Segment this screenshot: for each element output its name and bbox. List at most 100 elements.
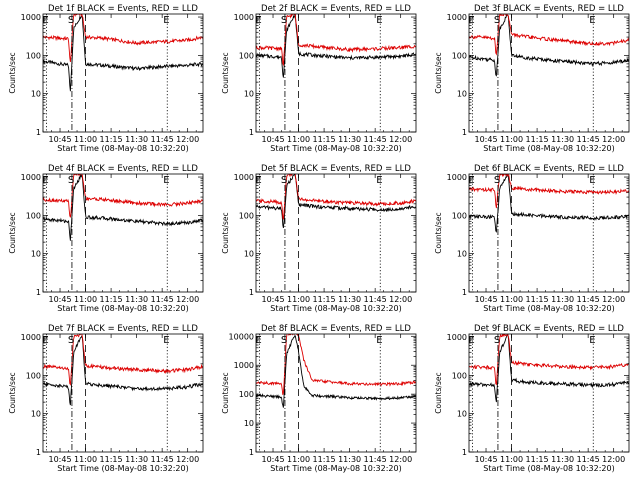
- x-axis-label: Start Time (08-May-08 10:32:20): [270, 144, 401, 153]
- marker-label-e: E: [468, 175, 474, 186]
- marker-label-e: E: [42, 335, 48, 346]
- series-line-lld: [43, 174, 203, 218]
- series-line-lld: [469, 174, 629, 209]
- x-axis-label: Start Time (08-May-08 10:32:20): [57, 144, 188, 153]
- x-tick-label: 11:30: [125, 455, 148, 464]
- marker-label-e: E: [376, 15, 382, 26]
- x-tick-label: 11:00: [500, 295, 523, 304]
- marker-label-e: E: [468, 335, 474, 346]
- x-tick-label: 11:15: [100, 135, 123, 144]
- y-axis-label: Counts/sec: [434, 52, 443, 93]
- y-tick-label: 1000: [21, 333, 41, 342]
- y-tick-label: 10: [31, 250, 41, 259]
- y-tick-label: 1: [249, 448, 254, 457]
- x-tick-label: 11:45: [151, 135, 174, 144]
- x-tick-label: 11:30: [338, 135, 361, 144]
- x-tick-label: 11:00: [74, 295, 97, 304]
- series-group: [256, 174, 416, 228]
- x-tick-label: 11:45: [364, 135, 387, 144]
- x-tick-label: 11:00: [74, 455, 97, 464]
- x-tick-label: 11:15: [526, 455, 549, 464]
- plot-frame: [255, 173, 417, 293]
- x-tick-label: 12:00: [389, 455, 412, 464]
- marker-label-s: S: [68, 335, 74, 346]
- x-tick-label: 11:15: [100, 295, 123, 304]
- series-line-lld: [469, 334, 629, 386]
- plot-frame: [42, 13, 204, 133]
- series-line-events: [43, 174, 203, 241]
- x-tick-label: 11:45: [577, 455, 600, 464]
- x-tick-label: 11:45: [364, 455, 387, 464]
- x-tick-label: 11:30: [338, 455, 361, 464]
- x-tick-label: 12:00: [176, 135, 199, 144]
- x-axis-label: Start Time (08-May-08 10:32:20): [270, 304, 401, 313]
- y-tick-label: 1000: [234, 173, 254, 182]
- y-tick-label: 1: [462, 448, 467, 457]
- y-tick-label: 1000: [447, 173, 467, 182]
- y-axis-label: Counts/sec: [221, 212, 230, 253]
- x-tick-label: 11:00: [287, 135, 310, 144]
- series-group: [256, 14, 416, 78]
- x-tick-label: 11:45: [577, 295, 600, 304]
- plot-frame: [468, 333, 630, 453]
- y-tick-label: 10: [244, 90, 254, 99]
- panel-title: Det 6f BLACK = Events, RED = LLD: [474, 164, 624, 174]
- y-tick-label: 1: [36, 288, 41, 297]
- y-tick-label: 1: [249, 288, 254, 297]
- y-tick-label: 1000: [447, 13, 467, 22]
- plot-frame: [42, 333, 204, 453]
- marker-label-s: S: [281, 335, 287, 346]
- marker-label-e: E: [589, 335, 595, 346]
- marker-label-e: E: [468, 15, 474, 26]
- x-tick-label: 10:45: [261, 295, 284, 304]
- y-tick-label: 100: [452, 211, 467, 220]
- series-group: [469, 14, 629, 77]
- x-tick-label: 11:00: [500, 135, 523, 144]
- marker-label-s: S: [68, 15, 74, 26]
- marker-label-s: S: [494, 15, 500, 26]
- y-tick-label: 10: [244, 419, 254, 428]
- y-tick-label: 100: [239, 390, 254, 399]
- x-axis-label: Start Time (08-May-08 10:32:20): [57, 304, 188, 313]
- series-line-lld: [256, 174, 416, 220]
- marker-label-e: E: [42, 175, 48, 186]
- y-tick-label: 1: [36, 128, 41, 137]
- y-tick-label: 10: [244, 250, 254, 259]
- x-tick-label: 11:30: [338, 295, 361, 304]
- x-tick-label: 12:00: [389, 135, 412, 144]
- marker-label-e: E: [376, 335, 382, 346]
- y-tick-label: 1000: [21, 13, 41, 22]
- x-tick-label: 11:15: [313, 295, 336, 304]
- y-tick-label: 10: [457, 90, 467, 99]
- marker-label-e: E: [589, 15, 595, 26]
- y-tick-label: 100: [239, 211, 254, 220]
- x-tick-label: 10:45: [474, 135, 497, 144]
- y-axis-label: Counts/sec: [8, 212, 17, 253]
- y-axis-label: Counts/sec: [434, 372, 443, 413]
- y-tick-label: 100: [452, 371, 467, 380]
- series-line-events: [43, 14, 203, 92]
- series-line-events: [256, 335, 416, 408]
- x-tick-label: 11:45: [151, 295, 174, 304]
- x-tick-label: 11:00: [287, 455, 310, 464]
- marker-label-s: S: [68, 175, 74, 186]
- y-tick-label: 1000: [234, 13, 254, 22]
- x-axis-label: Start Time (08-May-08 10:32:20): [483, 144, 614, 153]
- x-tick-label: 11:15: [526, 135, 549, 144]
- series-line-events: [469, 174, 629, 233]
- panel-title: Det 5f BLACK = Events, RED = LLD: [261, 164, 411, 174]
- series-line-events: [256, 14, 416, 78]
- x-tick-label: 12:00: [176, 295, 199, 304]
- x-tick-label: 11:15: [100, 455, 123, 464]
- y-axis-label: Counts/sec: [8, 372, 17, 413]
- series-line-lld: [469, 14, 629, 56]
- series-group: [469, 334, 629, 403]
- x-tick-label: 11:30: [125, 135, 148, 144]
